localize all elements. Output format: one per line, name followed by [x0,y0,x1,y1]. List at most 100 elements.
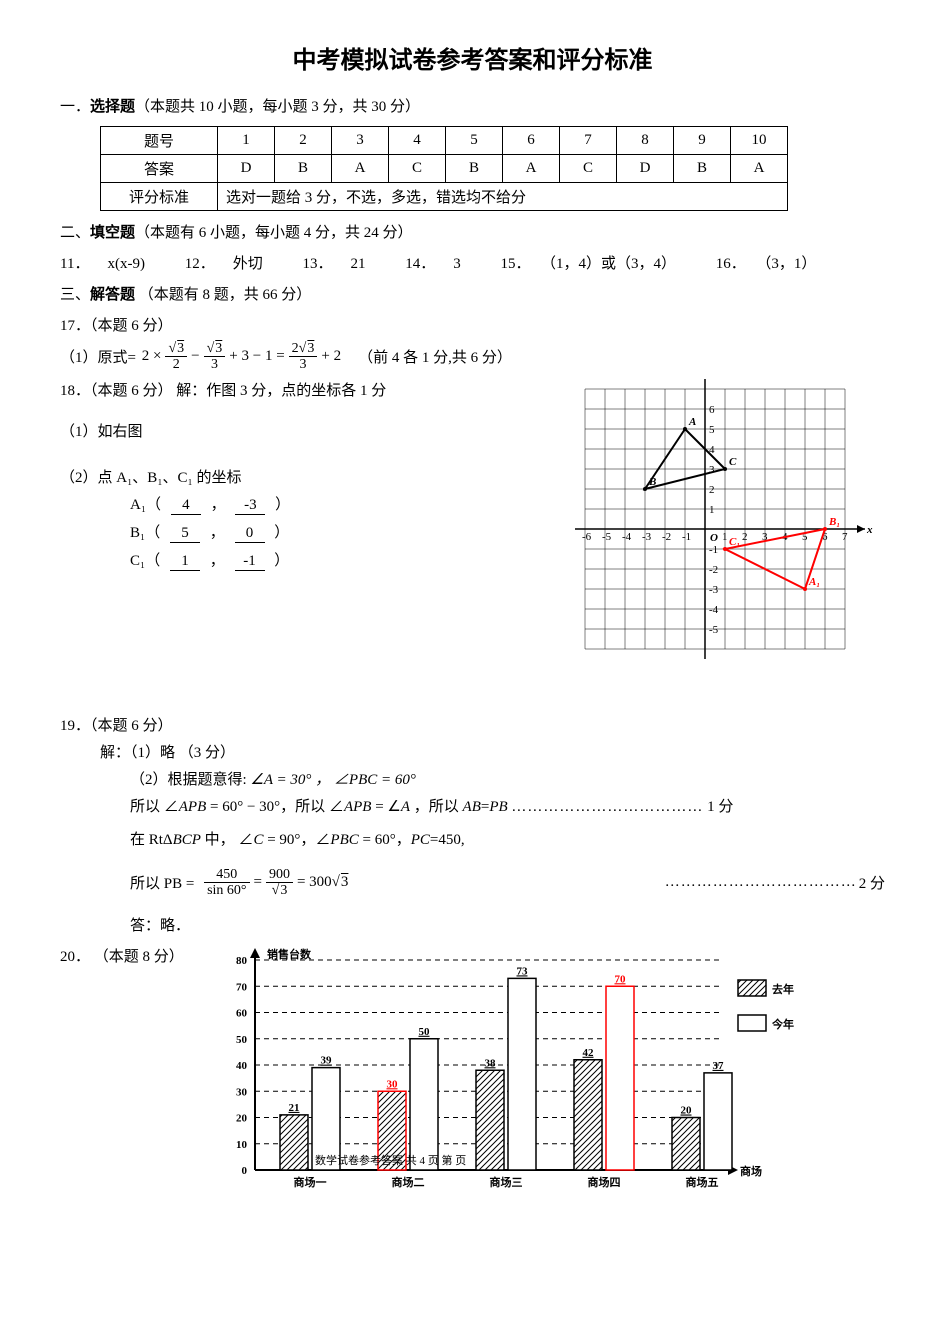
svg-text:50: 50 [236,1033,248,1045]
fill-row: 11．x(x-9) 12．外切 13．21 14．3 15．（1，4）或（3，4… [60,252,885,273]
svg-text:38: 38 [485,1057,497,1069]
coord-x: 1 [170,553,200,571]
coord-y: 0 [235,525,265,543]
q17-head: 17．（本题 6 分） [60,314,885,335]
coord-end: ） [274,525,289,541]
eq-part [196,874,200,891]
svg-text:10: 10 [236,1138,248,1150]
svg-text:A₁: A₁ [808,576,820,588]
fill-item: 11．x(x-9) [60,256,163,272]
frac: 2√33 [289,341,318,373]
eq-part: = 300√3 [297,874,348,891]
eq-part: − [191,348,199,365]
mc-n: 3 [332,127,389,155]
svg-text:70: 70 [236,981,248,993]
section3-rest: （本题有 8 题，共 66 分） [135,287,311,303]
coord-y: -1 [235,553,265,571]
q19-l4-text: 在 RtΔBCP 中， ∠C = 90°，∠PBC = 60°，PC=450, [130,832,465,848]
mc-label-crit: 评分标准 [101,183,218,211]
eq-part: 2 × [138,348,161,365]
svg-text:-1: -1 [682,531,691,543]
mc-row-crit: 评分标准 选对一题给 3 分，不选，多选，错选均不给分 [101,183,788,211]
coord-x: 4 [171,497,201,515]
svg-text:42: 42 [583,1046,595,1058]
svg-text:-5: -5 [709,624,719,636]
coord-x: 5 [170,525,200,543]
mc-n: 7 [560,127,617,155]
fill-item: 14．3 [405,256,479,272]
svg-text:B: B [648,476,656,488]
svg-text:60: 60 [236,1007,248,1019]
mc-crit-text: 选对一题给 3 分，不选，多选，错选均不给分 [218,183,788,211]
eq-part: + 2 [321,348,356,365]
fill-a: 3 [453,256,461,272]
svg-text:37: 37 [713,1059,725,1071]
coord-label: C₁（ [130,553,160,569]
svg-text:-3: -3 [642,531,652,543]
q19-l2-pre: （2）根据题意得: [130,772,247,788]
mc-n: 4 [389,127,446,155]
svg-text:70: 70 [615,973,627,985]
svg-text:-6: -6 [582,531,592,543]
q19-head: 19．（本题 6 分） [60,714,885,735]
q20-chart: 01020304050607080销售台数商场2139商场一3050商场二387… [200,945,840,1210]
svg-text:去年: 去年 [772,982,794,996]
mc-a: B [674,155,731,183]
svg-text:销售台数: 销售台数 [267,947,312,961]
section3-heading: 三、解答题 （本题有 8 题，共 66 分） [60,283,885,304]
frac: √33 [204,341,226,373]
coord-sep: ， [210,553,225,569]
svg-text:1: 1 [709,504,715,516]
svg-text:50: 50 [419,1025,431,1037]
svg-text:7: 7 [842,531,848,543]
section1-rest: （本题共 10 小题，每小题 3 分，共 30 分） [135,99,420,115]
mc-a: C [560,155,617,183]
mc-a: D [218,155,275,183]
svg-text:2: 2 [742,531,748,543]
coord-sep: ， [211,497,226,513]
frac: 450sin 60° [204,867,249,899]
q18-graph: -6-5-4-3-2-11234567123456-1-2-3-4-5OxyAB… [555,379,885,684]
svg-text:C₁: C₁ [729,536,740,548]
q19-l6: 答：略． [60,914,885,935]
q19-l3-text: 所以 ∠APB = 60° − 30°，所以 ∠APB = ∠A ，所以 AB=… [130,799,508,815]
coord-y: -3 [235,497,265,515]
svg-text:-5: -5 [602,531,612,543]
mc-n: 6 [503,127,560,155]
svg-text:30: 30 [236,1086,248,1098]
coord-sep: ， [210,525,225,541]
fill-a: （3，1） [764,256,817,272]
fill-n: 12． [185,256,215,272]
q17-eq: （1）原式= 2 × √32 − √33 + 3 − 1 = 2√33 + 2 … [60,341,885,373]
mc-a: B [275,155,332,183]
svg-text:3: 3 [709,464,715,476]
section1-heading: 一．选择题（本题共 10 小题，每小题 3 分，共 30 分） [60,95,885,116]
q20-head: 20． （本题 8 分） [60,945,200,966]
svg-text:商场四: 商场四 [588,1175,621,1189]
mc-table: 题号 1 2 3 4 5 6 7 8 9 10 答案 D B A C B A C… [100,126,788,211]
dots: ……………………………… [665,874,857,891]
mc-n: 1 [218,127,275,155]
coord-end: ） [275,497,290,513]
section3-bold: 解答题 [90,287,135,303]
mc-n: 8 [617,127,674,155]
mc-row-nums: 题号 1 2 3 4 5 6 7 8 9 10 [101,127,788,155]
mc-a: C [389,155,446,183]
svg-text:数学试卷参考答案 共 4 页 第 页: 数学试卷参考答案 共 4 页 第 页 [315,1153,466,1167]
svg-text:2: 2 [709,484,715,496]
fill-a: x(x-9) [107,256,145,272]
fill-a: 21 [351,256,366,272]
mc-label-num: 题号 [101,127,218,155]
coord-end: ） [274,553,289,569]
svg-text:商场一: 商场一 [294,1175,327,1189]
svg-text:-2: -2 [662,531,671,543]
mc-label-ans: 答案 [101,155,218,183]
svg-text:73: 73 [517,965,529,977]
svg-text:O: O [710,532,718,544]
svg-text:30: 30 [387,1078,399,1090]
svg-text:今年: 今年 [771,1017,794,1031]
svg-text:-3: -3 [709,584,719,596]
q18-block: -6-5-4-3-2-11234567123456-1-2-3-4-5OxyAB… [60,379,885,684]
svg-text:6: 6 [709,404,715,416]
eq-part: + 3 − 1 = [229,348,284,365]
